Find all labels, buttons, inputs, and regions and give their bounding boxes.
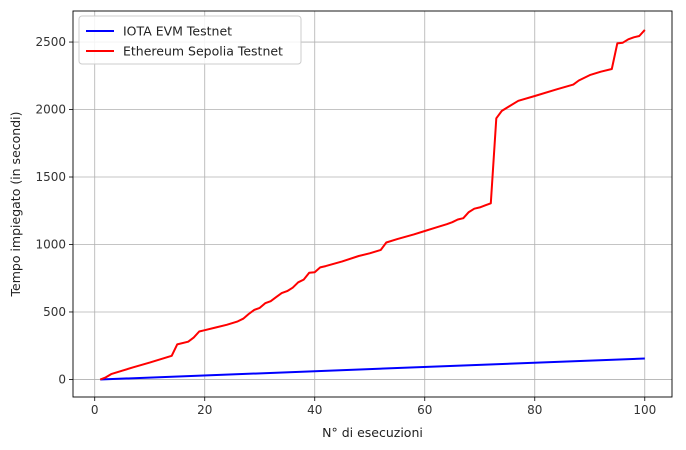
x-tick-label: 60 bbox=[417, 403, 432, 417]
y-tick-label: 0 bbox=[58, 372, 66, 386]
x-axis-ticks: 0 20 40 60 80 100 bbox=[91, 397, 656, 417]
x-axis-label: N° di esecuzioni bbox=[322, 425, 423, 440]
y-tick-label: 2000 bbox=[35, 103, 66, 117]
x-tick-label: 20 bbox=[197, 403, 212, 417]
grid-lines bbox=[73, 11, 672, 397]
plot-frame bbox=[72, 10, 673, 398]
y-tick-label: 1500 bbox=[35, 170, 66, 184]
x-tick-label: 0 bbox=[91, 403, 99, 417]
x-tick-label: 100 bbox=[633, 403, 656, 417]
x-tick-label: 80 bbox=[527, 403, 542, 417]
legend: IOTA EVM Testnet Ethereum Sepolia Testne… bbox=[78, 15, 302, 65]
legend-label-iota: IOTA EVM Testnet bbox=[123, 24, 232, 39]
ethereum-sepolia-series-line bbox=[99, 29, 646, 381]
x-tick-label: 40 bbox=[307, 403, 322, 417]
series-lines bbox=[99, 29, 646, 381]
y-tick-label: 1000 bbox=[35, 237, 66, 251]
iota-evm-series-line bbox=[100, 357, 645, 381]
y-tick-label: 2500 bbox=[35, 35, 66, 49]
y-axis-label: Tempo impiegato (in secondi) bbox=[8, 112, 23, 298]
y-tick-label: 500 bbox=[43, 305, 66, 319]
legend-label-ethereum: Ethereum Sepolia Testnet bbox=[123, 44, 283, 59]
y-axis-ticks: 0 500 1000 1500 2000 2500 bbox=[35, 35, 73, 386]
legend-box bbox=[78, 15, 302, 65]
